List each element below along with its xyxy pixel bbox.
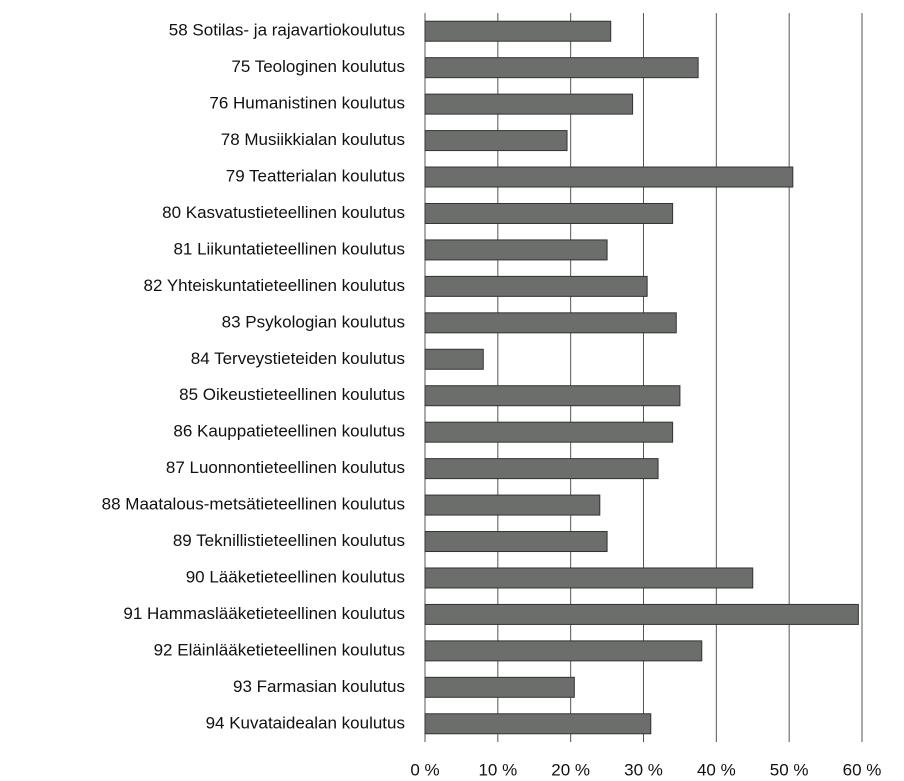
y-tick-label: 75 Teologinen koulutus xyxy=(231,57,405,76)
x-tick-label: 50 % xyxy=(770,760,809,779)
bar xyxy=(424,676,575,698)
y-tick-label: 76 Humanistinen koulutus xyxy=(209,94,405,113)
y-tick-label: 84 Terveystieteiden koulutus xyxy=(191,349,405,368)
y-tick-label: 80 Kasvatustieteellinen koulutus xyxy=(162,203,405,222)
bar xyxy=(424,458,659,480)
y-tick-label: 86 Kauppatieteellinen koulutus xyxy=(173,422,405,441)
bar xyxy=(424,275,648,297)
bar xyxy=(424,567,754,589)
bar xyxy=(424,494,601,516)
x-tick-label: 60 % xyxy=(843,760,882,779)
bar xyxy=(424,385,681,407)
bar xyxy=(424,166,794,188)
bar xyxy=(424,130,568,152)
bar xyxy=(424,93,634,115)
bar xyxy=(424,348,484,370)
y-tick-label: 88 Maatalous-metsätieteellinen koulutus xyxy=(102,495,405,514)
bar xyxy=(424,640,703,662)
x-tick-label: 10 % xyxy=(478,760,517,779)
y-tick-label: 93 Farmasian koulutus xyxy=(233,677,405,696)
bar xyxy=(424,531,608,553)
y-tick-label: 82 Yhteiskuntatieteellinen koulutus xyxy=(144,276,405,295)
bar xyxy=(424,603,859,625)
bar xyxy=(424,57,699,79)
y-tick-label: 78 Musiikkialan koulutus xyxy=(221,130,405,149)
y-tick-label: 83 Psykologian koulutus xyxy=(222,312,405,331)
bar xyxy=(424,239,608,261)
y-tick-label: 90 Lääketieteellinen koulutus xyxy=(186,567,405,586)
y-tick-label: 81 Liikuntatieteellinen koulutus xyxy=(173,239,405,258)
x-tick-label: 20 % xyxy=(551,760,590,779)
y-tick-label: 89 Teknillistieteellinen koulutus xyxy=(173,531,405,550)
y-tick-label: 79 Teatterialan koulutus xyxy=(226,167,405,186)
bar xyxy=(424,312,677,334)
y-tick-label: 58 Sotilas- ja rajavartiokoulutus xyxy=(169,21,405,40)
y-tick-label: 94 Kuvataidealan koulutus xyxy=(206,713,405,732)
y-tick-label: 85 Oikeustieteellinen koulutus xyxy=(179,385,405,404)
y-tick-label: 87 Luonnontieteellinen koulutus xyxy=(166,458,405,477)
y-tick-label: 92 Eläinlääketieteellinen koulutus xyxy=(154,640,405,659)
x-tick-label: 40 % xyxy=(697,760,736,779)
bar xyxy=(424,20,612,42)
x-tick-label: 0 % xyxy=(410,760,439,779)
x-tick-label: 30 % xyxy=(624,760,663,779)
y-tick-label: 91 Hammaslääketieteellinen koulutus xyxy=(123,604,405,623)
bar xyxy=(424,202,674,224)
bar xyxy=(424,713,652,735)
bar xyxy=(424,421,674,443)
